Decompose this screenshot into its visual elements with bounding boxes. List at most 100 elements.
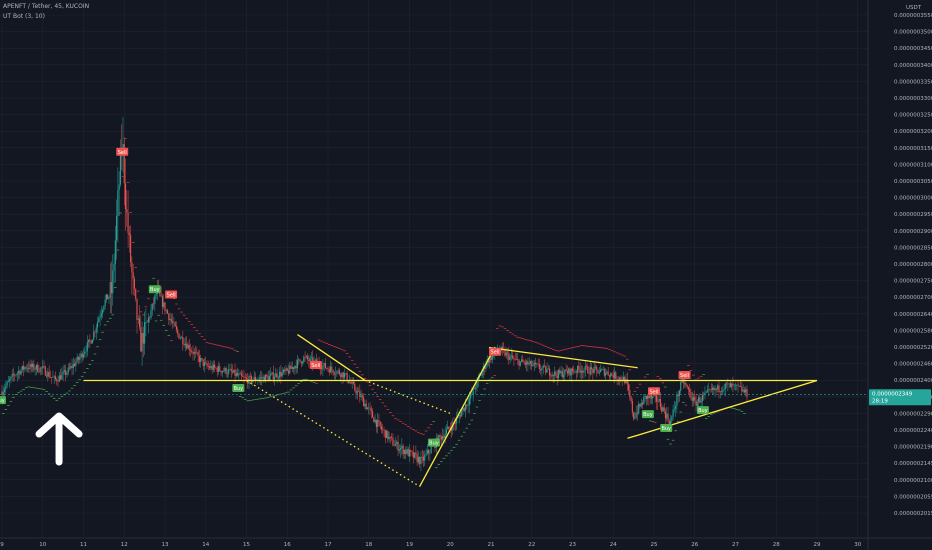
candle-body: [680, 382, 682, 391]
price-tick-label: 0.0000003000: [894, 196, 932, 202]
time-tick-label: 27: [732, 542, 739, 548]
candle-body: [280, 371, 282, 377]
candle-body: [536, 363, 538, 365]
candle-body: [310, 357, 312, 359]
symbol-title[interactable]: APENFT / Tether, 45, KUCOIN: [3, 3, 90, 10]
candle-body: [350, 381, 352, 384]
candle-body: [574, 371, 576, 373]
candle-body: [370, 408, 372, 412]
price-tick-label: 0.0000003150: [894, 146, 932, 152]
time-tick-label: 21: [488, 542, 495, 548]
sell-signal-label: Sell: [309, 360, 322, 369]
candle-body: [615, 372, 617, 379]
candle-body: [349, 381, 351, 383]
time-tick-label: 29: [814, 542, 821, 548]
candle-body: [258, 378, 260, 380]
candle-body: [26, 367, 29, 369]
candle-body: [243, 376, 245, 378]
candle-body: [16, 373, 18, 375]
candle-body: [473, 388, 475, 390]
price-axis[interactable]: 0.0000003550 0.0000003500 0.0000003450 0.00…: [867, 0, 932, 550]
candle-body: [165, 310, 167, 311]
candle-body: [77, 357, 79, 360]
time-tick-label: 26: [691, 542, 698, 548]
candle-body: [151, 303, 153, 311]
candle-body: [74, 363, 76, 366]
candle-body: [532, 365, 534, 367]
candle-body: [67, 367, 69, 373]
candle-body: [501, 347, 504, 349]
candle-body: [420, 456, 422, 465]
candle-body: [72, 363, 74, 368]
candle-body: [569, 368, 571, 376]
candle-body: [331, 366, 333, 371]
candle-body: [505, 352, 507, 356]
candle-body: [522, 359, 524, 363]
candle-body: [602, 369, 604, 370]
candle-body: [699, 397, 701, 403]
candle-body: [3, 389, 6, 392]
candle-body: [289, 365, 291, 374]
candle-body: [14, 375, 16, 376]
candle-body: [135, 288, 137, 299]
candle-body: [713, 387, 715, 391]
candle-body: [191, 350, 193, 352]
candle-body: [90, 340, 92, 344]
candle-body: [712, 387, 714, 390]
candle-body: [54, 376, 57, 380]
buy-signal-label: Buy: [696, 406, 709, 415]
buy-signal-label: Buy: [641, 410, 654, 419]
candle-body: [545, 366, 547, 373]
candle-body: [593, 366, 595, 373]
candle-body: [168, 313, 170, 321]
candle-body: [238, 373, 240, 376]
candle-body: [377, 420, 379, 427]
candle-body: [419, 457, 421, 465]
candle-body: [448, 426, 450, 429]
candle-body: [291, 367, 293, 369]
time-tick-label: 17: [325, 542, 332, 548]
price-tick-label: 0.0000002700: [894, 295, 932, 301]
candle-body: [737, 384, 739, 387]
candle-body: [472, 388, 474, 394]
candle-body: [563, 374, 565, 378]
candle-body: [690, 392, 692, 398]
candle-body: [643, 397, 645, 405]
candle-body: [226, 373, 228, 375]
candle-body: [689, 389, 691, 393]
candle-body: [440, 436, 442, 440]
candle-body: [60, 375, 62, 380]
indicator-label[interactable]: UT Bot (3, 10): [3, 13, 45, 20]
candle-body: [715, 388, 717, 390]
candle-body: [235, 373, 237, 376]
candle-body: [216, 368, 218, 373]
candle-body: [512, 355, 514, 359]
candle-body: [38, 371, 40, 373]
price-tick-label: 0.0000002055: [894, 494, 932, 500]
candle-body: [221, 371, 223, 373]
signal-text: Buy: [150, 287, 160, 293]
candle-body: [605, 373, 607, 376]
candle-body: [336, 371, 338, 374]
candle-body: [182, 337, 184, 345]
candle-body: [684, 383, 686, 384]
candle-body: [295, 365, 297, 369]
buy-signal-label: Buy: [148, 285, 161, 294]
candle-body: [82, 354, 85, 358]
candle-body: [96, 322, 99, 328]
price-tick-label: 0.0000002640: [894, 312, 932, 318]
time-axis[interactable]: 9 10 11 12 13 14 15 16 17 18 19 20 21 22 23 24 25 26 27 28 2…: [0, 537, 932, 548]
candle-body: [571, 368, 574, 372]
candle-body: [56, 379, 58, 382]
candle-body: [424, 455, 426, 461]
candle-body: [386, 430, 388, 438]
candle-body: [186, 343, 188, 349]
candle-body: [708, 389, 710, 390]
candle-body: [312, 357, 314, 364]
price-tick-label: 0.0000002800: [894, 262, 932, 268]
candle-body: [462, 407, 464, 412]
time-tick-label: 14: [202, 542, 209, 548]
candle-body: [43, 366, 45, 367]
candle-body: [450, 428, 453, 431]
